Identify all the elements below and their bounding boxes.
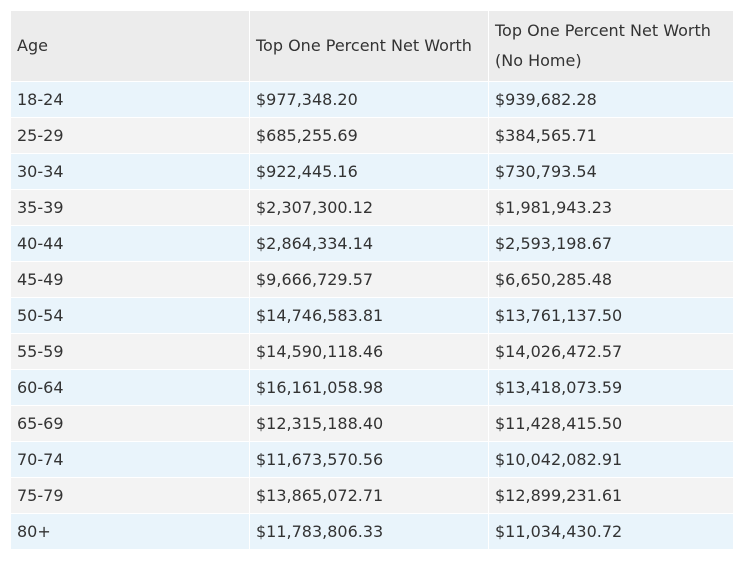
table-cell: 80+ — [10, 513, 250, 550]
table-cell: $730,793.54 — [488, 153, 734, 190]
table-cell: $13,761,137.50 — [488, 297, 734, 334]
table-row: 40-44 $2,864,334.14 $2,593,198.67 — [10, 225, 734, 262]
table-cell: $11,034,430.72 — [488, 513, 734, 550]
table-row: 80+ $11,783,806.33 $11,034,430.72 — [10, 513, 734, 550]
table-cell: $11,783,806.33 — [249, 513, 489, 550]
table-cell: $13,418,073.59 — [488, 369, 734, 406]
table-cell: 35-39 — [10, 189, 250, 226]
table-row: 60-64 $16,161,058.98 $13,418,073.59 — [10, 369, 734, 406]
table-container: Age Top One Percent Net Worth Top One Perc… — [10, 10, 734, 550]
table-cell: 55-59 — [10, 333, 250, 370]
table-cell: $977,348.20 — [249, 81, 489, 118]
table-cell: 65-69 — [10, 405, 250, 442]
table-cell: $14,746,583.81 — [249, 297, 489, 334]
table-cell: 40-44 — [10, 225, 250, 262]
table-cell: $2,864,334.14 — [249, 225, 489, 262]
table-cell: 25-29 — [10, 117, 250, 154]
table-cell: 50-54 — [10, 297, 250, 334]
table-row: 30-34 $922,445.16 $730,793.54 — [10, 153, 734, 190]
table-row: 50-54 $14,746,583.81 $13,761,137.50 — [10, 297, 734, 334]
header-row: Age Top One Percent Net Worth Top One Perc… — [10, 10, 734, 82]
table-cell: $14,026,472.57 — [488, 333, 734, 370]
table-cell: 45-49 — [10, 261, 250, 298]
table-body: 18-24 $977,348.20 $939,682.28 25-29 $685,255… — [10, 81, 734, 550]
table-cell: 70-74 — [10, 441, 250, 478]
net-worth-table: Age Top One Percent Net Worth Top One Perc… — [10, 10, 734, 550]
table-row: 35-39 $2,307,300.12 $1,981,943.23 — [10, 189, 734, 226]
table-cell: 30-34 — [10, 153, 250, 190]
table-row: 75-79 $13,865,072.71 $12,899,231.61 — [10, 477, 734, 514]
table-row: 25-29 $685,255.69 $384,565.71 — [10, 117, 734, 154]
table-cell: $10,042,082.91 — [488, 441, 734, 478]
table-cell: $9,666,729.57 — [249, 261, 489, 298]
table-row: 70-74 $11,673,570.56 $10,042,082.91 — [10, 441, 734, 478]
table-cell: $685,255.69 — [249, 117, 489, 154]
table-cell: $11,673,570.56 — [249, 441, 489, 478]
table-row: 45-49 $9,666,729.57 $6,650,285.48 — [10, 261, 734, 298]
table-row: 55-59 $14,590,118.46 $14,026,472.57 — [10, 333, 734, 370]
table-cell: $2,593,198.67 — [488, 225, 734, 262]
table-row: 65-69 $12,315,188.40 $11,428,415.50 — [10, 405, 734, 442]
table-cell: $1,981,943.23 — [488, 189, 734, 226]
table-cell: $16,161,058.98 — [249, 369, 489, 406]
table-header: Age Top One Percent Net Worth Top One Perc… — [10, 10, 734, 82]
table-cell: $384,565.71 — [488, 117, 734, 154]
table-cell: $2,307,300.12 — [249, 189, 489, 226]
table-cell: $6,650,285.48 — [488, 261, 734, 298]
table-cell: $12,899,231.61 — [488, 477, 734, 514]
table-row: 18-24 $977,348.20 $939,682.28 — [10, 81, 734, 118]
table-cell: $14,590,118.46 — [249, 333, 489, 370]
table-cell: $11,428,415.50 — [488, 405, 734, 442]
column-header: Top One Percent Net Worth (No Home) — [488, 10, 734, 82]
column-header: Top One Percent Net Worth — [249, 10, 489, 82]
column-header: Age — [10, 10, 250, 82]
table-cell: $939,682.28 — [488, 81, 734, 118]
table-cell: 75-79 — [10, 477, 250, 514]
table-cell: $13,865,072.71 — [249, 477, 489, 514]
table-cell: 18-24 — [10, 81, 250, 118]
table-cell: $12,315,188.40 — [249, 405, 489, 442]
table-cell: $922,445.16 — [249, 153, 489, 190]
table-cell: 60-64 — [10, 369, 250, 406]
